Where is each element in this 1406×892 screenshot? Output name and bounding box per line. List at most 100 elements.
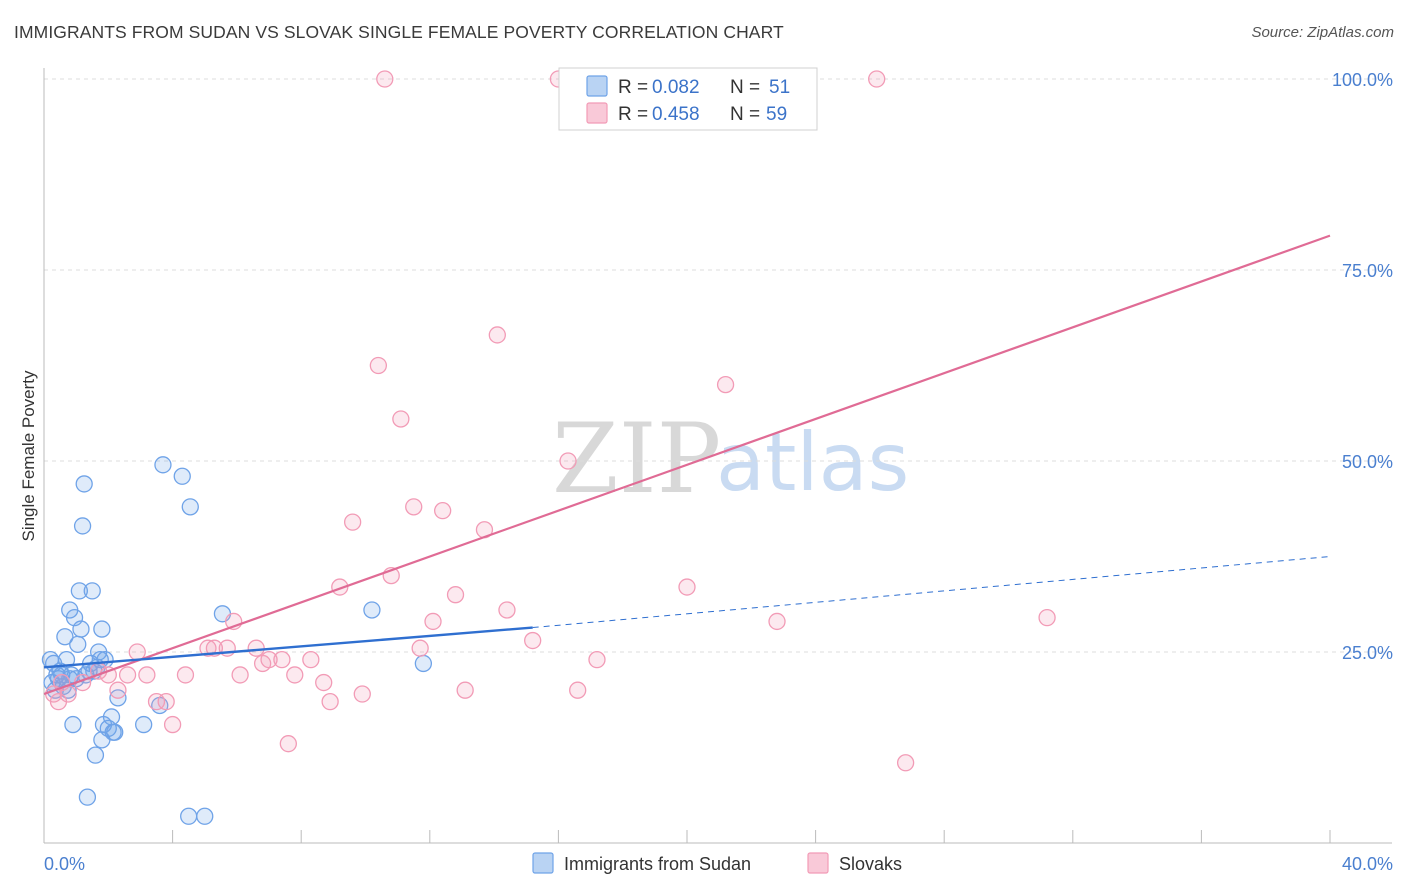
bottom-legend-label-slovaks: Slovaks	[839, 854, 902, 874]
point-slovaks	[247, 639, 265, 657]
watermark: ZIP atlas	[552, 403, 909, 515]
point-slovaks	[498, 601, 516, 619]
point-slovaks	[376, 70, 394, 88]
point-sudan	[154, 456, 172, 474]
point-sudan	[414, 654, 433, 673]
bottom-legend-swatch-slovaks	[807, 852, 829, 874]
trendline-slovaks	[43, 234, 1331, 696]
point-sudan	[78, 788, 97, 806]
series-legend: Immigrants from Sudan Slovaks	[532, 852, 902, 874]
point-sudan	[173, 467, 191, 485]
point-slovaks	[768, 612, 786, 631]
point-slovaks	[128, 643, 146, 661]
trendline-sudan-extrapolated	[532, 556, 1331, 629]
point-sudan	[181, 498, 199, 516]
point-sudan	[75, 475, 93, 493]
legend-r-label-slovaks: R =	[618, 104, 648, 125]
point-slovaks	[353, 685, 371, 703]
point-slovaks	[678, 578, 696, 596]
point-sudan	[64, 715, 82, 734]
point-slovaks	[569, 681, 587, 699]
y-tick-label: 75.0%	[1342, 261, 1393, 281]
point-sudan	[196, 807, 214, 825]
y-axis-tick-labels: 25.0% 50.0% 75.0% 100.0%	[1332, 70, 1393, 663]
point-slovaks	[369, 356, 388, 375]
point-slovaks	[157, 693, 175, 711]
legend-swatch-sudan	[586, 75, 608, 97]
point-slovaks	[392, 410, 410, 428]
point-slovaks	[434, 502, 452, 520]
correlation-legend: R = 0.082 N = 51 R = 0.458 N = 59	[558, 67, 818, 131]
trend-lines	[43, 234, 1331, 696]
point-slovaks	[716, 375, 735, 394]
point-slovaks	[138, 666, 156, 684]
point-sudan	[57, 650, 76, 669]
point-slovaks	[315, 673, 333, 692]
point-sudan	[73, 517, 92, 535]
point-sudan	[83, 582, 101, 600]
legend-n-value-sudan: 51	[769, 77, 790, 98]
point-sudan	[102, 708, 121, 726]
point-slovaks	[231, 666, 249, 684]
point-sudan	[56, 628, 74, 646]
point-slovaks	[286, 666, 304, 684]
legend-swatch-slovaks	[586, 102, 608, 124]
legend-r-value-sudan: 0.082	[652, 77, 700, 98]
point-sudan	[86, 746, 105, 764]
legend-r-value-slovaks: 0.458	[652, 104, 700, 125]
watermark-atlas: atlas	[716, 416, 909, 509]
point-slovaks	[411, 639, 429, 657]
point-slovaks	[260, 650, 278, 669]
legend-r-label-sudan: R =	[618, 77, 648, 98]
point-slovaks	[1038, 608, 1056, 627]
point-sudan	[93, 620, 111, 638]
point-slovaks	[343, 513, 362, 531]
point-sudan	[69, 635, 87, 654]
point-slovaks	[456, 681, 474, 699]
point-sudan	[70, 582, 89, 600]
point-slovaks	[424, 612, 442, 631]
bottom-legend-swatch-sudan	[532, 852, 554, 874]
point-sudan	[135, 715, 153, 734]
trendline-sudan	[43, 626, 533, 669]
y-tick-label: 25.0%	[1342, 643, 1393, 663]
point-slovaks	[302, 650, 320, 669]
point-slovaks	[118, 666, 137, 684]
point-slovaks	[588, 650, 606, 669]
point-sudan	[363, 601, 381, 619]
series-slovaks	[44, 70, 1056, 772]
point-slovaks	[109, 681, 127, 699]
point-slovaks	[896, 754, 915, 772]
point-slovaks	[273, 650, 291, 669]
watermark-zip: ZIP	[552, 403, 721, 515]
point-slovaks	[321, 693, 339, 711]
point-slovaks	[163, 715, 182, 734]
gridlines	[44, 78, 1392, 653]
point-sudan	[72, 620, 90, 638]
point-slovaks	[147, 693, 166, 711]
source-credit: Source: ZipAtlas.com	[1251, 24, 1394, 41]
legend-n-label-sudan: N =	[730, 77, 760, 98]
point-slovaks	[559, 452, 577, 470]
point-slovaks	[176, 666, 195, 684]
point-slovaks	[488, 326, 506, 344]
point-slovaks	[199, 639, 217, 657]
x-tick-label: 0.0%	[44, 854, 85, 874]
legend-n-value-slovaks: 59	[766, 104, 787, 125]
point-slovaks	[405, 498, 423, 516]
y-tick-label: 50.0%	[1342, 452, 1393, 472]
x-tick-label: 40.0%	[1342, 854, 1393, 874]
bottom-legend-label-sudan: Immigrants from Sudan	[564, 854, 751, 874]
point-slovaks	[279, 735, 297, 753]
point-sudan	[106, 723, 124, 741]
y-axis-title: Single Female Poverty	[19, 370, 38, 542]
chart-title: IMMIGRANTS FROM SUDAN VS SLOVAK SINGLE F…	[14, 22, 784, 42]
y-tick-label: 100.0%	[1332, 70, 1393, 90]
x-axis-ticks	[172, 830, 1331, 843]
x-axis-tick-labels: 0.0% 40.0%	[44, 854, 1393, 874]
point-slovaks	[446, 586, 465, 604]
point-sudan	[180, 807, 198, 825]
legend-n-label-slovaks: N =	[730, 104, 760, 125]
point-slovaks	[524, 631, 542, 650]
